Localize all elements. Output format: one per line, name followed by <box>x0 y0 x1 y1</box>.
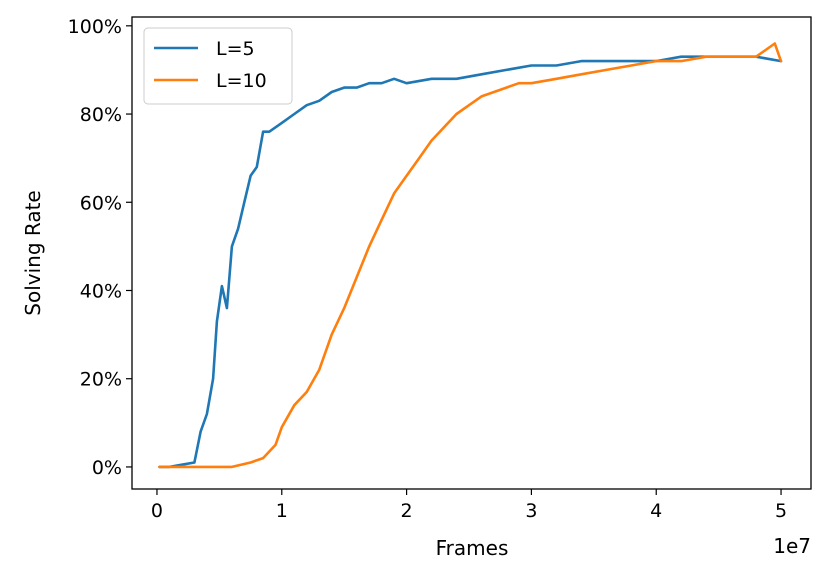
y-axis-ticks: 0% 20% 40% 60% 80% 100% <box>68 16 132 479</box>
legend-label-2: L=10 <box>216 70 267 92</box>
legend: L=5 L=10 <box>143 27 293 105</box>
x-axis-offset-label: 1e7 <box>773 534 811 558</box>
x-tick-label: 4 <box>650 500 662 522</box>
legend-label-1: L=5 <box>216 38 255 60</box>
y-tick-label: 80% <box>80 104 122 126</box>
x-axis-label: Frames <box>436 536 509 560</box>
y-tick-label: 60% <box>80 192 122 214</box>
y-tick-label: 0% <box>92 457 122 479</box>
y-tick-label: 20% <box>80 369 122 391</box>
x-tick-label: 3 <box>525 500 537 522</box>
y-axis-label: Solving Rate <box>21 190 45 315</box>
series-line-1 <box>158 55 783 469</box>
x-tick-label: 2 <box>401 500 413 522</box>
x-axis-ticks: 0 1 2 3 4 5 <box>151 489 787 522</box>
y-tick-label: 100% <box>68 16 122 38</box>
x-tick-label: 5 <box>775 500 787 522</box>
plot-frame <box>131 16 812 490</box>
x-tick-label: 1 <box>276 500 288 522</box>
y-tick-label: 40% <box>80 280 122 302</box>
plot-area <box>158 42 783 469</box>
x-tick-label: 0 <box>151 500 163 522</box>
series-line-2 <box>158 42 783 469</box>
